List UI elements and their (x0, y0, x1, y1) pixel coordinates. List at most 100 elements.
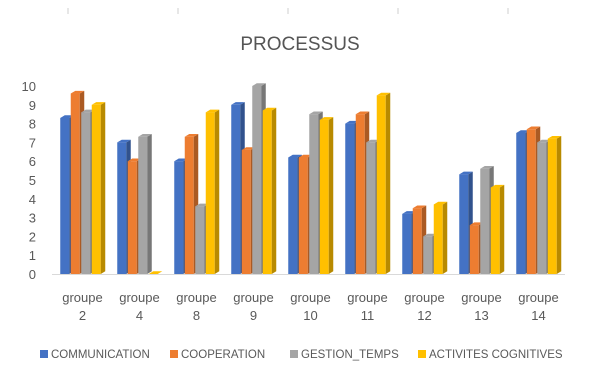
bar-top (547, 135, 562, 139)
bar-face (127, 161, 137, 274)
x-tick-label: 10 (303, 308, 317, 323)
legend-item: GESTION_TEMPS (290, 349, 399, 361)
bar-top (81, 109, 95, 113)
bar-face (345, 123, 355, 274)
bar-face (526, 129, 536, 274)
bar-face (423, 236, 433, 274)
x-tick-label: 12 (417, 308, 431, 323)
y-tick-label: 0 (29, 267, 36, 282)
x-axis: groupe 2 groupe 4 groupe 8 groupe 9 groupe 10 grou… (62, 290, 558, 323)
bar (433, 201, 448, 274)
x-tick-label: 2 (79, 308, 86, 323)
x-tick-label: 14 (531, 308, 545, 323)
bar (148, 271, 163, 274)
bar-face (366, 142, 376, 274)
bar-top (423, 233, 437, 237)
bar-top (252, 83, 266, 86)
bar-face (298, 157, 308, 274)
bar-top (184, 134, 199, 137)
y-tick-label: 6 (29, 154, 36, 169)
bar-top (241, 147, 256, 150)
bar-face (231, 104, 241, 274)
bar-top (288, 154, 302, 158)
x-tick-label: 4 (136, 308, 143, 323)
bar-face (138, 136, 148, 274)
bar-face (319, 119, 329, 274)
y-tick-label: 7 (29, 135, 36, 150)
bar (205, 109, 220, 275)
bar-side (442, 201, 448, 274)
x-tick-label: 13 (474, 308, 488, 323)
bar-top (355, 111, 370, 115)
bar-face (288, 157, 298, 274)
legend-label: COOPERATION (181, 349, 265, 361)
legend-label: GESTION_TEMPS (301, 349, 399, 361)
bar-top (412, 205, 427, 209)
bar-face (355, 114, 365, 274)
bar-face (252, 86, 262, 274)
legend-swatch (290, 350, 298, 358)
legend-swatch (170, 350, 178, 358)
bar-top (205, 109, 220, 113)
bar-face (241, 149, 251, 274)
bar (547, 135, 562, 274)
bar-top (148, 271, 163, 274)
bar-face (174, 161, 184, 274)
bar-face (459, 174, 469, 274)
bar-face (81, 112, 91, 274)
bar-top (459, 171, 473, 175)
bar-top (319, 117, 334, 120)
bar-face (433, 204, 443, 274)
bar-top (433, 201, 448, 205)
bar-face (60, 117, 70, 275)
legend-item: ACTIVITES COGNITIVES (418, 349, 563, 361)
y-tick-label: 8 (29, 117, 36, 132)
bar-face (195, 206, 205, 274)
bar-top (526, 126, 541, 130)
bar-side (556, 135, 562, 274)
bar-side (214, 109, 220, 275)
bar-top (309, 111, 323, 115)
bar-top (376, 92, 391, 96)
x-tick-label: groupe (119, 290, 159, 305)
bar-top (70, 90, 85, 94)
bar-top (231, 102, 245, 105)
x-tick-label: groupe (176, 290, 216, 305)
legend-swatch (418, 350, 426, 358)
top-tick-marks (67, 8, 509, 14)
x-tick-label: 11 (361, 308, 375, 323)
x-tick-label: 8 (193, 308, 200, 323)
y-tick-label: 5 (29, 173, 36, 188)
bar (319, 117, 334, 274)
bars-layer (60, 83, 562, 275)
bar-face (205, 112, 215, 274)
bar-top (262, 107, 277, 111)
bar-face (547, 138, 557, 274)
bar (376, 92, 391, 275)
bar (91, 102, 106, 274)
bar-face (402, 213, 412, 274)
bar-top (117, 139, 131, 143)
legend-item: COOPERATION (170, 349, 265, 361)
bar-top (138, 134, 152, 137)
bar-side (147, 134, 152, 274)
bar-face (516, 133, 526, 274)
y-axis: 0 1 2 3 4 5 6 7 8 9 10 (22, 79, 36, 282)
bar-top (60, 115, 74, 118)
y-tick-label: 2 (29, 229, 36, 244)
y-tick-label: 1 (29, 248, 36, 263)
legend-item: COMMUNICATION (40, 349, 150, 361)
bar (138, 134, 152, 274)
bar-face (469, 225, 479, 274)
bar-face (412, 208, 422, 274)
y-tick-label: 3 (29, 211, 36, 226)
bar-top (516, 130, 530, 133)
legend-swatch (40, 350, 48, 358)
bar (262, 107, 277, 275)
y-tick-label: 4 (29, 192, 36, 207)
bar-top (195, 203, 209, 207)
x-tick-label: groupe (233, 290, 273, 305)
bar-face (537, 142, 547, 274)
